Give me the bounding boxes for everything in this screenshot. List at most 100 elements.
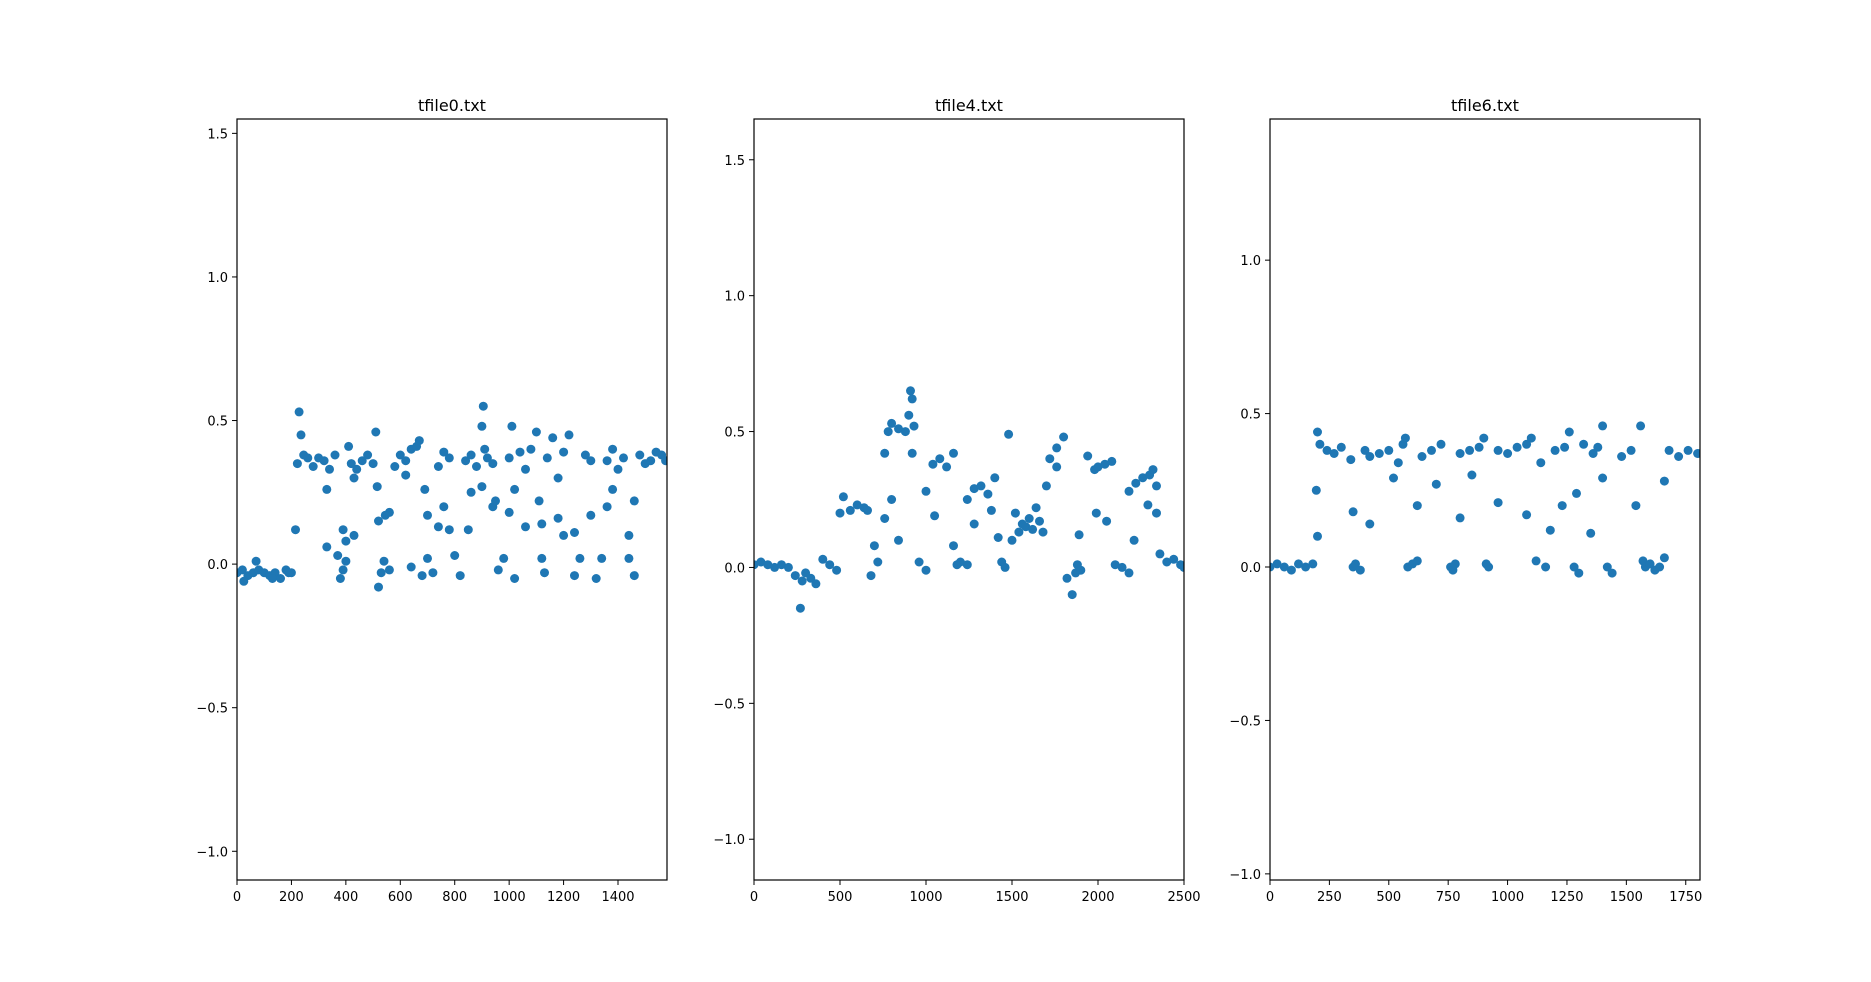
data-point	[477, 482, 487, 492]
data-point	[1659, 476, 1669, 486]
data-point	[493, 565, 503, 575]
data-point	[783, 562, 793, 572]
data-point	[1021, 522, 1031, 532]
data-point	[499, 553, 509, 563]
data-point	[482, 453, 492, 463]
data-point	[763, 560, 773, 570]
data-point	[296, 430, 306, 440]
data-point	[478, 401, 488, 411]
data-point	[303, 453, 313, 463]
data-point	[384, 565, 394, 575]
data-point	[466, 487, 476, 497]
data-point	[1004, 429, 1014, 439]
data-point	[488, 459, 498, 469]
data-point	[1564, 427, 1574, 437]
data-point	[491, 496, 500, 506]
data-point	[969, 519, 979, 529]
data-point	[1028, 524, 1038, 534]
data-point	[1100, 459, 1110, 469]
data-point	[417, 571, 427, 581]
x-tick-label: 1250	[1550, 890, 1583, 905]
data-point	[613, 464, 623, 474]
data-point	[1279, 562, 1289, 572]
data-point	[1384, 445, 1394, 455]
data-point	[1374, 449, 1384, 458]
data-point	[602, 502, 612, 512]
data-point	[1586, 528, 1596, 538]
data-point	[962, 560, 972, 570]
data-point	[237, 565, 247, 575]
data-point	[1031, 503, 1041, 513]
data-point	[907, 448, 917, 458]
data-point	[1152, 508, 1161, 518]
data-point	[930, 511, 940, 521]
data-point	[276, 574, 285, 583]
y-tick-label: 1.0	[724, 290, 745, 305]
data-point	[390, 462, 400, 471]
data-point	[894, 535, 903, 545]
data-point	[341, 556, 351, 566]
data-point	[1560, 442, 1570, 452]
data-point	[1074, 530, 1084, 540]
data-point	[608, 444, 618, 454]
data-point	[1038, 527, 1048, 537]
data-point	[1674, 452, 1684, 461]
data-point	[1467, 470, 1477, 480]
x-tick-label: 1200	[547, 890, 580, 905]
data-point	[450, 551, 460, 560]
chart-title: tfile0.txt	[418, 96, 486, 115]
data-point	[1636, 421, 1646, 431]
data-point	[330, 450, 340, 460]
x-tick-label: 0	[233, 890, 241, 905]
data-point	[1355, 565, 1365, 575]
data-point	[401, 470, 411, 480]
data-point	[1052, 443, 1062, 453]
data-point	[1313, 531, 1322, 541]
x-tick-label: 800	[442, 890, 467, 905]
data-point	[357, 456, 367, 466]
data-point	[423, 510, 432, 520]
x-tick-label: 200	[279, 890, 304, 905]
data-point	[420, 484, 430, 494]
data-point	[267, 574, 277, 583]
data-point	[341, 536, 351, 546]
data-point	[1412, 556, 1422, 566]
data-point	[477, 421, 487, 431]
data-point	[597, 553, 607, 563]
data-point	[570, 528, 579, 537]
data-point	[770, 562, 780, 572]
data-point	[883, 427, 893, 437]
subplot-2: 0 250 500 750 1000 1250 1500 1750 −1.0 −0.5 0.0 0.5…	[1229, 96, 1702, 905]
data-point	[1526, 433, 1536, 443]
data-point	[1645, 559, 1655, 569]
data-point	[531, 427, 541, 437]
data-point	[1655, 562, 1665, 572]
data-point	[526, 444, 536, 454]
data-point	[986, 505, 996, 515]
data-point	[1450, 559, 1460, 569]
x-tick-label: 750	[1436, 890, 1461, 905]
data-point	[962, 495, 972, 504]
x-tick-label: 1750	[1669, 890, 1702, 905]
data-point	[371, 427, 381, 437]
data-point	[308, 462, 318, 471]
data-point	[832, 565, 842, 575]
data-point	[887, 418, 897, 428]
data-point	[1014, 527, 1024, 537]
data-point	[1389, 473, 1398, 483]
data-point	[564, 430, 574, 440]
y-tick-label: −0.5	[196, 702, 228, 717]
data-point	[795, 603, 805, 613]
x-tick-label: 500	[828, 890, 853, 905]
scatter-points	[754, 386, 1184, 613]
data-point	[352, 464, 362, 474]
data-point	[510, 484, 520, 494]
axes-frame	[236, 118, 668, 881]
x-tick-label: 1500	[1610, 890, 1643, 905]
data-point	[349, 473, 359, 483]
data-point	[1351, 559, 1360, 569]
data-point	[921, 565, 931, 575]
data-point	[983, 489, 993, 499]
data-point	[510, 574, 520, 583]
data-point	[1400, 433, 1410, 443]
